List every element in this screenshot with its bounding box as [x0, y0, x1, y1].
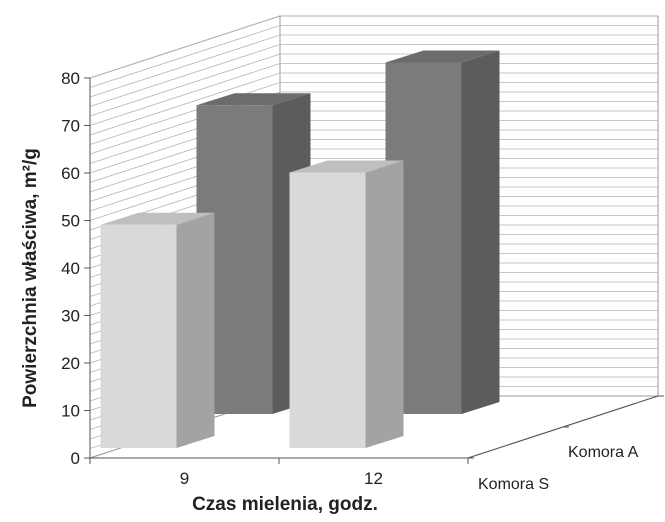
bar-side	[176, 212, 215, 448]
x-tick-label: 9	[180, 469, 189, 488]
y-tick-label: 80	[61, 69, 80, 88]
bar-front	[100, 224, 177, 448]
bar-side	[365, 160, 404, 448]
y-tick-label: 0	[71, 449, 80, 468]
y-tick-label: 20	[61, 354, 80, 373]
labels: 0 10 20 30 40 50 60 70 80 9 12 Komora S Komora A Powi…	[20, 69, 639, 515]
gridline-side	[89, 82, 281, 145]
bar-front	[289, 172, 366, 448]
gridline-side	[89, 53, 281, 117]
bar-top	[196, 93, 311, 106]
y-tick-label: 30	[61, 307, 80, 326]
x-tick-label: 12	[364, 469, 383, 488]
series-label: Komora S	[478, 476, 549, 493]
axes	[84, 77, 664, 464]
bar-top	[100, 212, 215, 225]
bar-komora-s-9	[100, 212, 215, 448]
bars	[100, 50, 500, 448]
gridline-side	[89, 63, 281, 126]
y-tick-label: 70	[61, 117, 80, 136]
bar-top	[385, 50, 500, 63]
x-axis-title: Czas mielenia, godz.	[192, 494, 378, 515]
y-axis-title: Powierzchnia właściwa, m²/g	[20, 148, 41, 408]
gridline-side	[89, 44, 281, 107]
y-tick-label: 50	[61, 212, 80, 231]
bar-komora-a-12	[385, 50, 500, 414]
gridline-side	[89, 15, 281, 79]
y-tick-label: 40	[61, 259, 80, 278]
gridline-side	[89, 25, 281, 88]
gridline-side	[89, 34, 281, 98]
bar-komora-s-12	[289, 160, 404, 448]
bar-side	[461, 50, 500, 414]
bar-top	[289, 160, 404, 173]
gridline-side	[89, 72, 281, 136]
y-tick-label: 10	[61, 402, 80, 421]
series-label: Komora A	[568, 444, 639, 461]
y-tick-label: 60	[61, 164, 80, 183]
